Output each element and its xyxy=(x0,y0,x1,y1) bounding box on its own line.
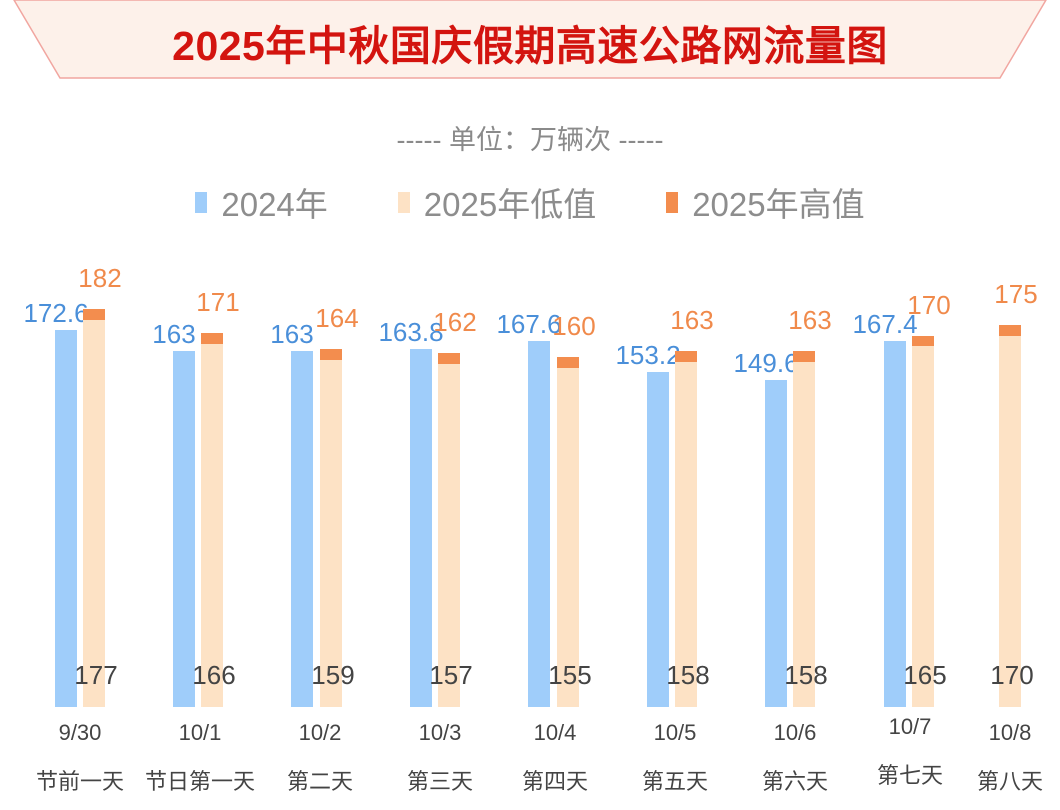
value-label-2025-high: 163 xyxy=(670,304,714,335)
bar-2024 xyxy=(291,350,313,707)
value-label-2025-low: 159 xyxy=(311,660,355,690)
bar-2025-low xyxy=(438,363,460,707)
value-label-2025-high: 162 xyxy=(433,307,477,338)
legend-label: 2025年低值 xyxy=(423,186,597,223)
bar-2025-high xyxy=(320,348,342,360)
x-tick-label: 10/1 xyxy=(178,720,222,745)
legend-label: 2025年高值 xyxy=(692,186,865,223)
x-tick-label: 10/7 xyxy=(888,714,932,739)
bar-2025-low xyxy=(201,344,223,707)
value-label-2024: 163 xyxy=(152,318,196,349)
x-tick-label: 10/8 xyxy=(988,720,1032,745)
bar-2025-low xyxy=(793,361,815,707)
value-label-2025-low: 158 xyxy=(666,660,710,690)
bar-2025-high xyxy=(201,333,223,345)
bar-2025-low xyxy=(320,359,342,707)
value-label-2024: 172.6 xyxy=(23,297,89,328)
bar-2024 xyxy=(647,372,669,707)
value-label-2025-high: 160 xyxy=(552,311,596,342)
value-label-2024: 163.8 xyxy=(378,317,444,348)
bar-2025-high xyxy=(912,335,934,347)
value-label-2025-low: 170 xyxy=(990,660,1034,690)
legend-item-2025-low: 2025年低值 xyxy=(397,178,597,226)
bar-2024 xyxy=(173,350,195,707)
bar-2025-high xyxy=(83,309,105,321)
bar-2025-low xyxy=(83,320,105,707)
value-label-2024: 167.6 xyxy=(496,308,562,339)
legend-swatch xyxy=(195,191,208,213)
bar-2025-high xyxy=(438,353,460,364)
bar-2025-low xyxy=(999,335,1021,707)
title-banner xyxy=(13,0,1047,79)
unit-label: ----- 单位：万辆次 ----- xyxy=(396,125,664,155)
value-label-2025-low: 157 xyxy=(429,660,473,690)
x-tick-label: 10/6 xyxy=(773,720,817,745)
x-tick-label: 10/4 xyxy=(533,720,577,745)
bar-2025-low xyxy=(675,361,697,707)
bar-2024 xyxy=(55,329,77,707)
value-label-2025-high: 163 xyxy=(788,304,832,335)
bar-2024 xyxy=(765,380,787,707)
x-tick-label: 10/2 xyxy=(298,720,342,745)
value-label-2025-low: 177 xyxy=(74,660,118,690)
legend-label: 2024年 xyxy=(221,186,328,223)
bar-2025-low xyxy=(912,346,934,707)
bar-2025-high xyxy=(675,350,697,362)
value-label-2025-high: 164 xyxy=(315,302,359,333)
value-label-2024: 149.6 xyxy=(733,348,799,379)
bar-2024 xyxy=(410,349,432,707)
legend: 2024年 2025年低值 2025年高值 xyxy=(0,178,1060,226)
x-sub-label: 第六天 xyxy=(761,769,829,794)
bar-2025-high xyxy=(999,324,1021,336)
legend-item-2024: 2024年 xyxy=(195,178,328,226)
value-label-2025-low: 158 xyxy=(784,660,828,690)
value-label-2025-low: 155 xyxy=(548,660,592,690)
x-sub-label: 第七天 xyxy=(876,763,944,788)
value-label-2024: 153.2 xyxy=(615,340,681,371)
chart-title: 2025年中秋国庆假期高速公路网流量图 xyxy=(172,23,888,69)
legend-swatch xyxy=(666,191,679,213)
bar-2025-low xyxy=(557,368,579,707)
legend-item-2025-high: 2025年高值 xyxy=(666,178,865,226)
legend-swatch xyxy=(397,191,410,213)
value-label-2025-high: 175 xyxy=(994,278,1038,309)
value-label-2025-low: 166 xyxy=(192,660,236,690)
x-tick-label: 9/30 xyxy=(58,720,102,745)
value-label-2025-high: 170 xyxy=(907,289,951,320)
x-sub-label: 第五天 xyxy=(641,769,709,794)
value-label-2024: 163 xyxy=(270,318,314,349)
x-sub-label: 第三天 xyxy=(406,769,474,794)
x-sub-label: 节日第一天 xyxy=(144,769,256,794)
value-label-2024: 167.4 xyxy=(852,309,918,340)
value-label-2025-low: 165 xyxy=(903,660,947,690)
bar-2024 xyxy=(528,340,550,707)
x-sub-label: 第二天 xyxy=(286,769,354,794)
x-tick-label: 10/3 xyxy=(418,720,462,745)
bar-2025-high xyxy=(793,350,815,362)
x-tick-label: 10/5 xyxy=(653,720,697,745)
x-sub-label: 第四天 xyxy=(521,769,589,794)
value-label-2025-high: 182 xyxy=(78,263,122,294)
x-sub-label: 第八天 xyxy=(976,769,1044,794)
bar-2024 xyxy=(884,341,906,707)
x-sub-label: 节前一天 xyxy=(35,769,125,794)
bar-2025-high xyxy=(557,357,579,369)
value-label-2025-high: 171 xyxy=(196,287,240,318)
